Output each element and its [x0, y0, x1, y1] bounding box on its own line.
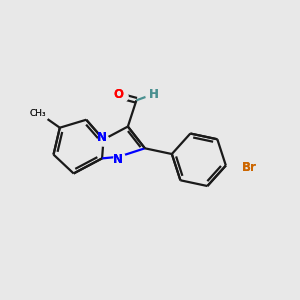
Text: Br: Br [242, 161, 256, 174]
Text: Br: Br [242, 161, 256, 174]
Text: N: N [97, 130, 107, 144]
Text: N: N [113, 153, 123, 166]
Text: CH₃: CH₃ [29, 109, 46, 118]
Text: CH₃: CH₃ [29, 109, 46, 118]
Text: O: O [114, 88, 124, 101]
Text: N: N [97, 130, 107, 144]
Text: N: N [113, 153, 123, 166]
Text: H: H [149, 88, 159, 101]
Text: O: O [114, 88, 124, 101]
Text: H: H [149, 88, 159, 101]
